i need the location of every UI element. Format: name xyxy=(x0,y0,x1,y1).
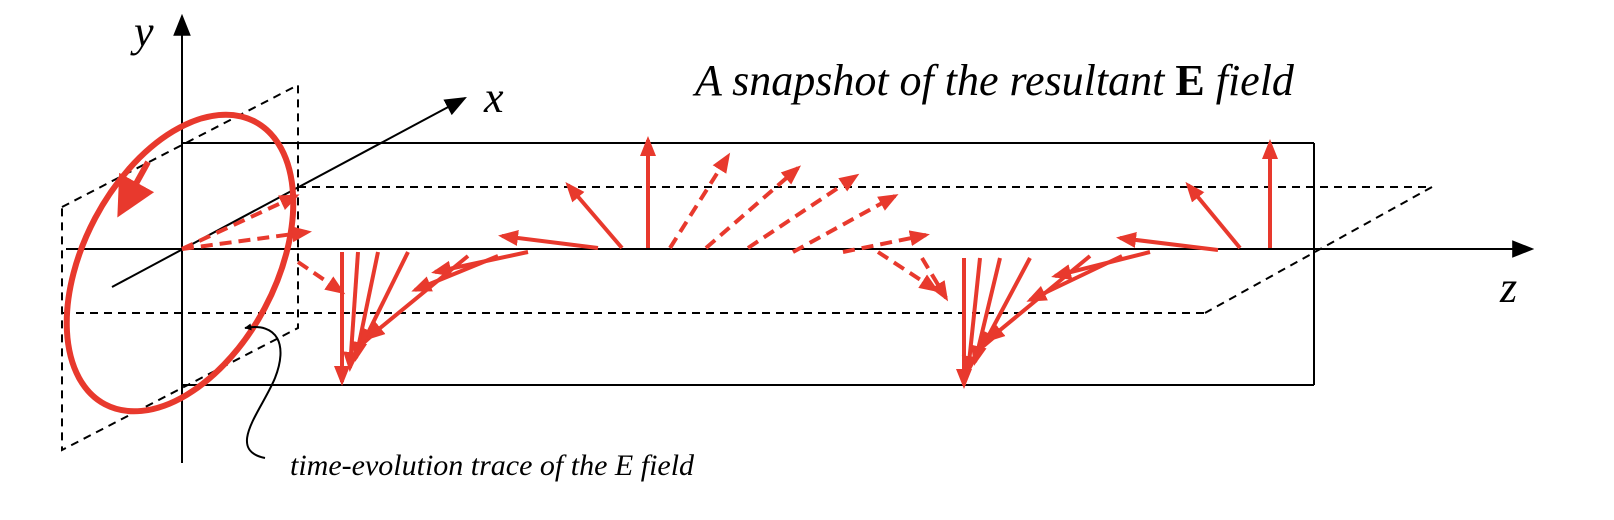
e-field-vector xyxy=(565,181,624,250)
e-field-vector xyxy=(842,230,930,254)
title-suffix: field xyxy=(1205,56,1295,105)
e-field-vector xyxy=(1185,181,1242,250)
e-field-vector xyxy=(792,194,899,254)
e-field-vector xyxy=(431,250,529,277)
z-axis-label: z xyxy=(1499,263,1517,312)
e-field-vector xyxy=(704,165,802,250)
e-field-vector xyxy=(498,230,599,250)
e-field-vector xyxy=(181,226,312,251)
e-field-vector xyxy=(1116,232,1219,252)
e-field-vector xyxy=(296,260,346,295)
caption-pointer xyxy=(244,323,282,459)
title-bold-e: E xyxy=(1175,56,1204,105)
caption: time-evolution trace of the E field xyxy=(290,449,695,482)
e-field-vector xyxy=(1051,250,1151,280)
x-axis xyxy=(111,96,467,288)
xy-plane xyxy=(61,83,299,452)
diagram-title: A snapshot of the resultant E field xyxy=(692,56,1295,105)
ellipse-direction-arrow xyxy=(117,160,155,218)
e-field-vector xyxy=(343,251,360,372)
e-field-vector xyxy=(984,254,1092,343)
e-field-vector xyxy=(351,251,380,362)
y-axis-label: y xyxy=(130,7,154,56)
e-field-vector xyxy=(920,256,949,302)
e-field-vector xyxy=(746,173,860,250)
field-box xyxy=(182,142,1315,386)
e-field-vector xyxy=(181,194,300,251)
e-field-vector xyxy=(876,250,940,293)
e-field-vector xyxy=(961,257,982,376)
e-field-vector xyxy=(970,257,1002,366)
title-prefix: A snapshot of the resultant xyxy=(692,56,1175,105)
e-field-vectors xyxy=(181,136,1278,389)
x-axis-label: x xyxy=(483,73,504,122)
polarization-ellipse xyxy=(63,111,297,415)
